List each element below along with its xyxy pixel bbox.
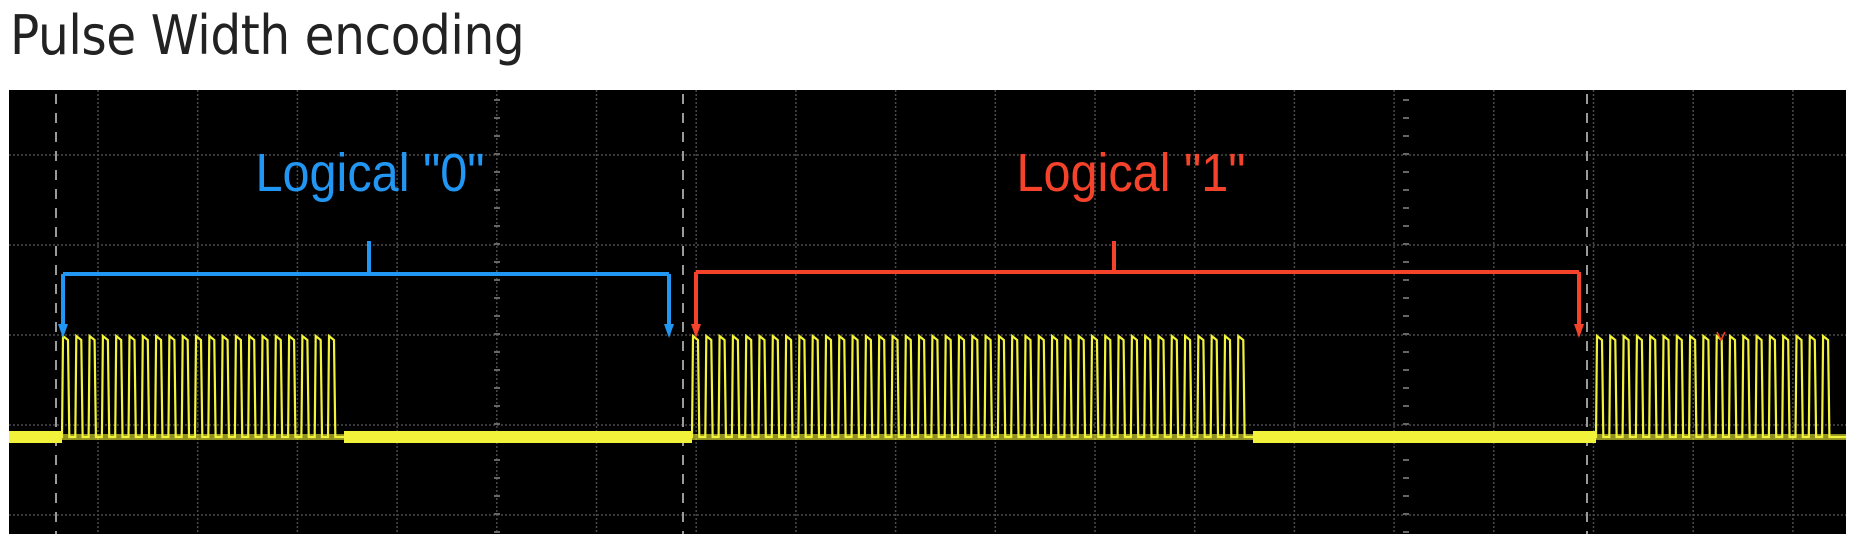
signal-trace bbox=[9, 333, 1846, 439]
signal-baseline bbox=[9, 431, 62, 443]
logical-1-arrow-icon bbox=[1574, 324, 1584, 338]
signal-baseline bbox=[344, 431, 692, 443]
logical-1-bracket bbox=[694, 241, 1581, 328]
logical-0-arrow-icon bbox=[58, 324, 68, 338]
signal-baseline bbox=[1253, 431, 1596, 443]
logical-0-arrow-icon bbox=[664, 324, 674, 338]
logical-0-bracket bbox=[61, 241, 671, 328]
logical-1-label: Logical "1" bbox=[1016, 143, 1246, 203]
logical-0-label: Logical "0" bbox=[255, 143, 485, 203]
page-title: Pulse Width encoding bbox=[10, 4, 525, 67]
trigger-marker-icon bbox=[1716, 331, 1726, 342]
logical-1-arrow-icon bbox=[691, 324, 701, 338]
waveform-plot bbox=[9, 90, 1846, 534]
oscilloscope-display: Logical "0" Logical "1" bbox=[9, 90, 1846, 534]
